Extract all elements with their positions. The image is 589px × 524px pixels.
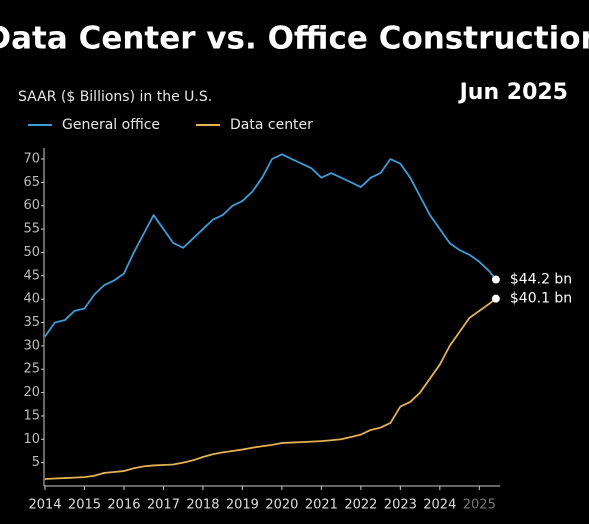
- x-tick-label: 2020: [265, 498, 298, 513]
- x-tick-label: 2025: [463, 498, 496, 513]
- y-tick-label: 35: [23, 315, 40, 330]
- y-tick-label: 55: [23, 222, 40, 237]
- date-label: Jun 2025: [458, 80, 568, 105]
- y-tick-label: 10: [23, 432, 40, 447]
- value-label: $44.2 bn: [510, 272, 572, 288]
- y-tick-label: 65: [23, 175, 40, 190]
- y-tick-label: 25: [23, 362, 40, 377]
- y-tick-label: 30: [23, 338, 40, 353]
- x-tick-label: 2017: [147, 498, 180, 513]
- x-tick-label: 2016: [107, 498, 140, 513]
- chart-title: Data Center vs. Office Construction: [0, 21, 589, 57]
- x-tick-label: 2022: [344, 498, 377, 513]
- y-tick-label: 70: [23, 152, 40, 167]
- subtitle: SAAR ($ Billions) in the U.S.: [18, 89, 212, 105]
- legend-label: General office: [62, 117, 160, 133]
- end-point: [491, 294, 500, 303]
- y-tick-label: 20: [23, 385, 40, 400]
- end-point: [491, 275, 500, 284]
- series-line: [44, 297, 497, 480]
- x-tick-label: 2015: [68, 498, 101, 513]
- x-tick-label: 2021: [305, 498, 338, 513]
- y-tick-label: 15: [23, 408, 40, 423]
- x-tick-label: 2023: [384, 498, 417, 513]
- x-tick-label: 2024: [423, 498, 456, 513]
- series-line: [44, 153, 497, 338]
- legend-label: Data center: [230, 117, 313, 133]
- y-tick-label: 5: [32, 455, 40, 470]
- y-tick-label: 60: [23, 198, 40, 213]
- x-tick-label: 2018: [186, 498, 219, 513]
- y-tick-label: 50: [23, 245, 40, 260]
- x-tick-label: 2014: [28, 498, 61, 513]
- y-tick-label: 40: [23, 292, 40, 307]
- y-tick-label: 45: [23, 268, 40, 283]
- value-label: $40.1 bn: [510, 291, 572, 307]
- x-tick-label: 2019: [226, 498, 259, 513]
